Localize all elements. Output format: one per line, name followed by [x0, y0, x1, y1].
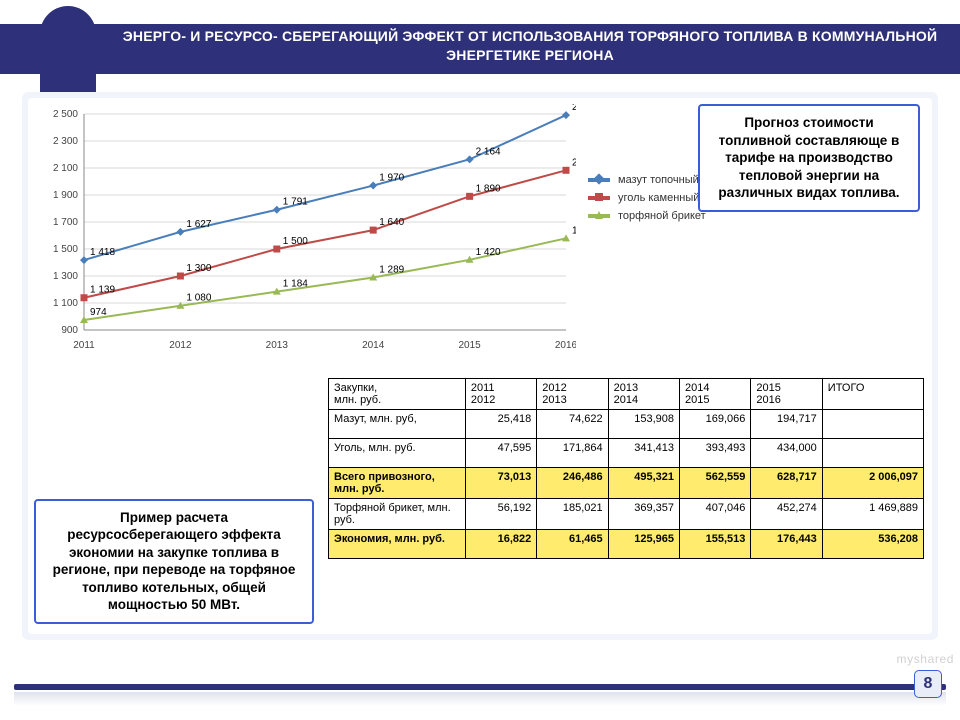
svg-text:1 500: 1 500 [53, 244, 78, 255]
title-cap [40, 6, 96, 92]
table-cell: 628,717 [751, 468, 822, 499]
svg-text:1 640: 1 640 [379, 217, 404, 228]
title-bar: ЭНЕРГО- И РЕСУРСО- СБЕРЕГАЮЩИЙ ЭФФЕКТ ОТ… [0, 24, 960, 74]
table-cell: 61,465 [537, 530, 608, 559]
table-cell: 393,493 [680, 439, 751, 468]
svg-text:1 890: 1 890 [476, 183, 501, 194]
table-cell: 562,559 [680, 468, 751, 499]
table-header: 20112012 [465, 379, 536, 410]
svg-text:1 184: 1 184 [283, 279, 308, 290]
table-cell: 536,208 [822, 530, 923, 559]
legend-label: мазут топочный [618, 174, 699, 186]
table-cell: Торфяной брикет, млн. руб. [329, 499, 466, 530]
table-header: 20132014 [608, 379, 679, 410]
table-cell: Уголь, млн. руб. [329, 439, 466, 468]
content-panel: 900 1 100 1 300 1 500 1 700 1 900 2 100 2 300 2 … [22, 92, 938, 640]
svg-text:2016: 2016 [555, 340, 576, 351]
svg-text:1 420: 1 420 [476, 247, 501, 258]
table-cell: 125,965 [608, 530, 679, 559]
table-cell: 194,717 [751, 410, 822, 439]
callout-example: Пример расчета ресурсосберегающего эффек… [34, 499, 314, 624]
table-cell: 16,822 [465, 530, 536, 559]
table-cell: 1 469,889 [822, 499, 923, 530]
table-cell: Мазут, млн. руб, [329, 410, 466, 439]
table-header: 20122013 [537, 379, 608, 410]
table-cell: 25,418 [465, 410, 536, 439]
table-cell: 495,321 [608, 468, 679, 499]
watermark: myshared [897, 652, 955, 666]
svg-text:2 164: 2 164 [476, 146, 501, 157]
svg-text:2011: 2011 [73, 340, 95, 351]
svg-text:2013: 2013 [266, 340, 289, 351]
table-cell: Всего привозного, млн. руб. [329, 468, 466, 499]
svg-text:2 492: 2 492 [572, 104, 576, 113]
table-header: 20142015 [680, 379, 751, 410]
callout-forecast: Прогноз стоимости топливной составляюще … [698, 104, 920, 212]
svg-text:2012: 2012 [169, 340, 192, 351]
table-cell: 56,192 [465, 499, 536, 530]
svg-text:1 300: 1 300 [53, 271, 78, 282]
table-cell: Экономия, млн. руб. [329, 530, 466, 559]
table-cell: 407,046 [680, 499, 751, 530]
legend-label: уголь каменный [618, 192, 699, 204]
svg-text:2015: 2015 [458, 340, 481, 351]
svg-text:1 100: 1 100 [53, 298, 78, 309]
svg-text:1 970: 1 970 [379, 173, 404, 184]
legend-item: мазут топочный [588, 174, 706, 186]
content-panel-inner: 900 1 100 1 300 1 500 1 700 1 900 2 100 2 300 2 … [28, 98, 932, 634]
table-cell [822, 410, 923, 439]
legend-label: торфяной брикет [618, 210, 706, 222]
svg-text:1 627: 1 627 [186, 219, 211, 230]
table-cell: 341,413 [608, 439, 679, 468]
footer-fade [14, 692, 946, 706]
table-cell: 47,595 [465, 439, 536, 468]
table-cell: 155,513 [680, 530, 751, 559]
svg-text:1 700: 1 700 [53, 217, 78, 228]
svg-text:2014: 2014 [362, 340, 385, 351]
svg-text:900: 900 [61, 325, 78, 336]
svg-text:1 500: 1 500 [283, 236, 308, 247]
chart-legend: мазут топочный уголь каменный торфяной б… [588, 168, 706, 228]
svg-text:2 083: 2 083 [572, 157, 576, 168]
svg-text:1 080: 1 080 [186, 293, 211, 304]
legend-item: уголь каменный [588, 192, 706, 204]
savings-table: Закупки,млн. руб.20112012201220132013201… [328, 378, 924, 559]
table-cell: 434,000 [751, 439, 822, 468]
table-cell: 73,013 [465, 468, 536, 499]
svg-text:1 579: 1 579 [572, 225, 576, 236]
table-cell: 246,486 [537, 468, 608, 499]
page-title: ЭНЕРГО- И РЕСУРСО- СБЕРЕГАЮЩИЙ ЭФФЕКТ ОТ… [120, 27, 940, 65]
page-number: 8 [914, 670, 942, 698]
table-cell: 171,864 [537, 439, 608, 468]
table-cell: 2 006,097 [822, 468, 923, 499]
svg-text:1 139: 1 139 [90, 285, 115, 296]
table-cell: 185,021 [537, 499, 608, 530]
legend-item: торфяной брикет [588, 210, 706, 222]
table-cell: 153,908 [608, 410, 679, 439]
table-header: ИТОГО [822, 379, 923, 410]
forecast-chart: 900 1 100 1 300 1 500 1 700 1 900 2 100 2 300 2 … [36, 104, 576, 354]
table-header: Закупки,млн. руб. [329, 379, 466, 410]
table-cell: 176,443 [751, 530, 822, 559]
table-cell: 452,274 [751, 499, 822, 530]
svg-text:2 300: 2 300 [53, 136, 78, 147]
footer-bar [14, 684, 946, 690]
svg-text:1 300: 1 300 [186, 263, 211, 274]
table-header: 20152016 [751, 379, 822, 410]
svg-text:1 418: 1 418 [90, 247, 115, 258]
table-cell: 169,066 [680, 410, 751, 439]
svg-text:1 791: 1 791 [283, 197, 308, 208]
table-cell [822, 439, 923, 468]
svg-text:2 100: 2 100 [53, 163, 78, 174]
svg-text:2 500: 2 500 [53, 109, 78, 120]
table-cell: 74,622 [537, 410, 608, 439]
svg-text:974: 974 [90, 307, 107, 318]
footer: 8 [14, 676, 946, 706]
svg-text:1 289: 1 289 [379, 264, 404, 275]
savings-table-wrap: Закупки,млн. руб.20112012201220132013201… [328, 378, 924, 622]
svg-text:1 900: 1 900 [53, 190, 78, 201]
table-cell: 369,357 [608, 499, 679, 530]
